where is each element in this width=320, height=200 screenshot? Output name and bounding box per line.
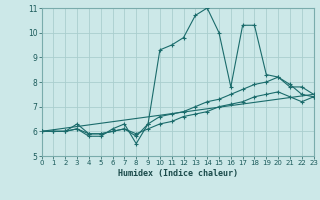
X-axis label: Humidex (Indice chaleur): Humidex (Indice chaleur) — [118, 169, 237, 178]
